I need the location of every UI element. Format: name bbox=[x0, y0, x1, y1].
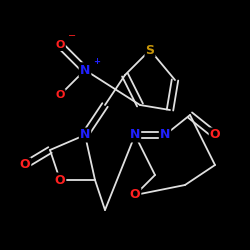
Text: O: O bbox=[210, 128, 220, 141]
Text: O: O bbox=[55, 40, 65, 50]
Text: N: N bbox=[80, 64, 90, 76]
Text: +: + bbox=[93, 57, 100, 66]
Text: O: O bbox=[20, 158, 30, 172]
Text: S: S bbox=[146, 44, 154, 57]
Text: N: N bbox=[160, 128, 170, 141]
Text: N: N bbox=[80, 128, 90, 141]
Text: O: O bbox=[130, 188, 140, 202]
Text: −: − bbox=[68, 31, 76, 41]
Text: N: N bbox=[80, 64, 90, 76]
Text: O: O bbox=[55, 40, 65, 50]
Text: O: O bbox=[55, 174, 65, 186]
Text: N: N bbox=[130, 128, 140, 141]
Text: O: O bbox=[55, 90, 65, 100]
